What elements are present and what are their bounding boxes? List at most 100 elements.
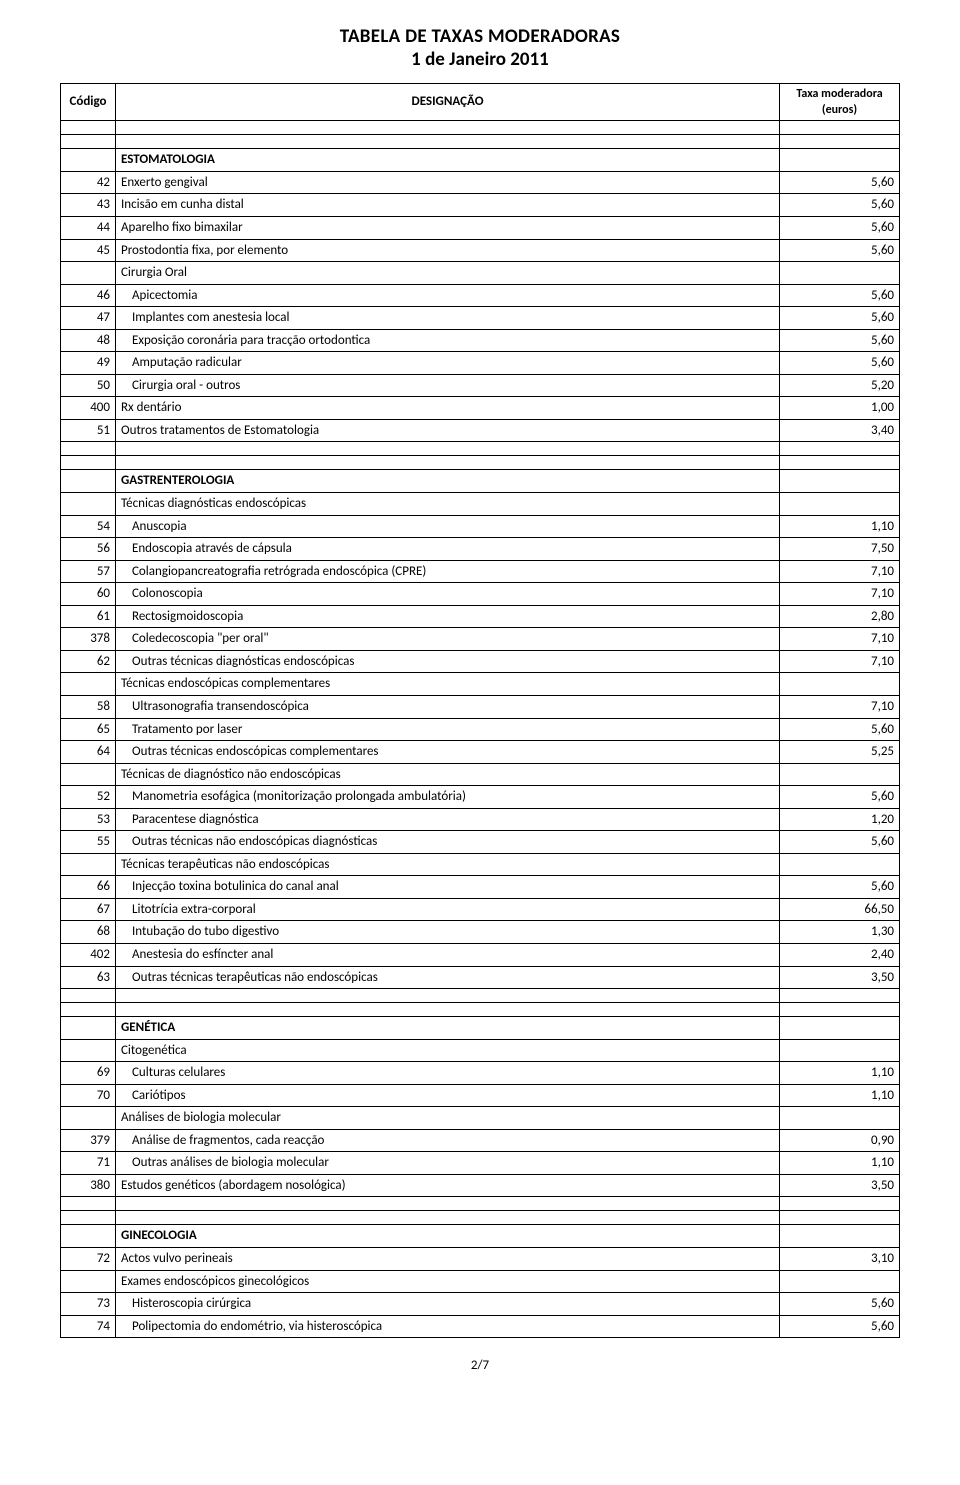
row-value: 3,40 — [780, 419, 900, 442]
table-row — [61, 442, 900, 456]
fee-table: Código DESIGNAÇÃO Taxa moderadora(euros)… — [60, 83, 900, 1338]
row-value: 7,10 — [780, 695, 900, 718]
row-description: Incisão em cunha distal — [116, 194, 780, 217]
row-description: Cariótipos — [116, 1084, 780, 1107]
header-code: Código — [61, 84, 116, 121]
row-code: 73 — [61, 1293, 116, 1316]
row-code: 42 — [61, 171, 116, 194]
row-description: Rectosigmoidoscopia — [116, 605, 780, 628]
row-value: 7,10 — [780, 650, 900, 673]
row-value: 5,60 — [780, 171, 900, 194]
section-header: GENÉTICA — [116, 1017, 780, 1040]
row-description: Outras técnicas não endoscópicas diagnós… — [116, 831, 780, 854]
row-value: 5,60 — [780, 831, 900, 854]
row-value: 5,20 — [780, 374, 900, 397]
table-row: 55Outras técnicas não endoscópicas diagn… — [61, 831, 900, 854]
row-code: 57 — [61, 560, 116, 583]
table-row: 65Tratamento por laser5,60 — [61, 718, 900, 741]
table-row: 42Enxerto gengival5,60 — [61, 171, 900, 194]
row-description: Culturas celulares — [116, 1062, 780, 1085]
row-value: 0,90 — [780, 1129, 900, 1152]
row-code: 380 — [61, 1174, 116, 1197]
table-row — [61, 1003, 900, 1017]
table-row: 72Actos vulvo perineais3,10 — [61, 1247, 900, 1270]
page-number: 2/7 — [60, 1358, 900, 1373]
row-value: 5,60 — [780, 194, 900, 217]
subsection-header: Técnicas diagnósticas endoscópicas — [116, 493, 780, 516]
row-code: 44 — [61, 217, 116, 240]
subsection-header: Citogenética — [116, 1039, 780, 1062]
table-row: 50Cirurgia oral - outros5,20 — [61, 374, 900, 397]
row-value: 7,50 — [780, 538, 900, 561]
table-row: 58Ultrasonografia transendoscópica7,10 — [61, 695, 900, 718]
row-code: 402 — [61, 943, 116, 966]
row-description: Análise de fragmentos, cada reacção — [116, 1129, 780, 1152]
title-line-2: 1 de Janeiro 2011 — [60, 48, 900, 71]
row-description: Prostodontia fixa, por elemento — [116, 239, 780, 262]
table-row: 45Prostodontia fixa, por elemento5,60 — [61, 239, 900, 262]
table-row — [61, 121, 900, 135]
row-description: Manometria esofágica (monitorização prol… — [116, 786, 780, 809]
row-value: 5,60 — [780, 352, 900, 375]
row-code: 69 — [61, 1062, 116, 1085]
row-value: 5,60 — [780, 876, 900, 899]
table-row: 52Manometria esofágica (monitorização pr… — [61, 786, 900, 809]
row-description: Colonoscopia — [116, 583, 780, 606]
table-row: 378Coledecoscopia "per oral"7,10 — [61, 628, 900, 651]
table-row: 400Rx dentário1,00 — [61, 397, 900, 420]
table-header-row: Código DESIGNAÇÃO Taxa moderadora(euros) — [61, 84, 900, 121]
subsection-header: Cirurgia Oral — [116, 262, 780, 285]
row-description: Outras técnicas endoscópicas complementa… — [116, 741, 780, 764]
row-code: 58 — [61, 695, 116, 718]
row-description: Outras técnicas terapêuticas não endoscó… — [116, 966, 780, 989]
row-value: 1,20 — [780, 808, 900, 831]
table-row: 64Outras técnicas endoscópicas complemen… — [61, 741, 900, 764]
row-description: Enxerto gengival — [116, 171, 780, 194]
subsection-header: Técnicas de diagnóstico não endoscópicas — [116, 763, 780, 786]
row-value: 1,10 — [780, 1084, 900, 1107]
row-description: Outras análises de biologia molecular — [116, 1152, 780, 1175]
row-description: Ultrasonografia transendoscópica — [116, 695, 780, 718]
row-description: Cirurgia oral - outros — [116, 374, 780, 397]
table-row — [61, 135, 900, 149]
row-description: Intubação do tubo digestivo — [116, 921, 780, 944]
row-value: 7,10 — [780, 560, 900, 583]
row-code: 47 — [61, 307, 116, 330]
table-row: 43Incisão em cunha distal5,60 — [61, 194, 900, 217]
table-row: Técnicas endoscópicas complementares — [61, 673, 900, 696]
table-row: Citogenética — [61, 1039, 900, 1062]
table-row: Análises de biologia molecular — [61, 1107, 900, 1130]
row-code: 56 — [61, 538, 116, 561]
row-value: 1,10 — [780, 1062, 900, 1085]
row-code: 55 — [61, 831, 116, 854]
row-code: 63 — [61, 966, 116, 989]
row-value: 5,60 — [780, 284, 900, 307]
row-description: Exposição coronária para tracção ortodon… — [116, 329, 780, 352]
row-value: 7,10 — [780, 628, 900, 651]
row-value: 2,80 — [780, 605, 900, 628]
row-value: 7,10 — [780, 583, 900, 606]
row-value: 5,60 — [780, 1293, 900, 1316]
table-row: 68Intubação do tubo digestivo1,30 — [61, 921, 900, 944]
table-row: Técnicas terapêuticas não endoscópicas — [61, 853, 900, 876]
row-code: 67 — [61, 898, 116, 921]
table-row: 67Litotrícia extra-corporal66,50 — [61, 898, 900, 921]
row-code: 74 — [61, 1315, 116, 1338]
row-description: Outras técnicas diagnósticas endoscópica… — [116, 650, 780, 673]
subsection-header: Exames endoscópicos ginecológicos — [116, 1270, 780, 1293]
table-row: 57Colangiopancreatografia retrógrada end… — [61, 560, 900, 583]
row-value: 1,00 — [780, 397, 900, 420]
row-value: 5,60 — [780, 329, 900, 352]
table-row — [61, 456, 900, 470]
row-code: 68 — [61, 921, 116, 944]
row-description: Aparelho fixo bimaxilar — [116, 217, 780, 240]
table-row: 51Outros tratamentos de Estomatologia3,4… — [61, 419, 900, 442]
row-code: 46 — [61, 284, 116, 307]
row-description: Apicectomia — [116, 284, 780, 307]
row-description: Paracentese diagnóstica — [116, 808, 780, 831]
row-code: 379 — [61, 1129, 116, 1152]
row-code: 65 — [61, 718, 116, 741]
row-value: 5,60 — [780, 217, 900, 240]
row-description: Polipectomia do endométrio, via histeros… — [116, 1315, 780, 1338]
table-row: Cirurgia Oral — [61, 262, 900, 285]
